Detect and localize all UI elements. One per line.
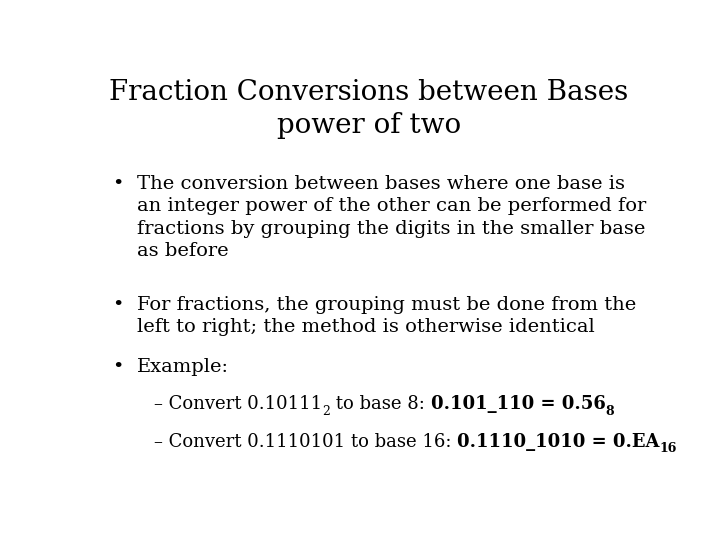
Text: 16: 16: [660, 442, 678, 455]
Text: – Convert 0.1110101 to base 16:: – Convert 0.1110101 to base 16:: [154, 433, 457, 451]
Text: – Convert 0.10111: – Convert 0.10111: [154, 395, 323, 413]
Text: 2: 2: [323, 404, 330, 417]
Text: to base 8:: to base 8:: [330, 395, 431, 413]
Text: 0.101_110 = 0.56: 0.101_110 = 0.56: [431, 395, 606, 413]
Text: •: •: [112, 358, 124, 376]
Text: Example:: Example:: [138, 358, 230, 376]
Text: For fractions, the grouping must be done from the
left to right; the method is o: For fractions, the grouping must be done…: [138, 295, 636, 336]
Text: 8: 8: [606, 404, 614, 417]
Text: The conversion between bases where one base is
an integer power of the other can: The conversion between bases where one b…: [138, 175, 647, 260]
Text: Fraction Conversions between Bases
power of two: Fraction Conversions between Bases power…: [109, 79, 629, 139]
Text: •: •: [112, 295, 124, 314]
Text: 0.1110_1010 = 0.EA: 0.1110_1010 = 0.EA: [457, 433, 660, 451]
Text: •: •: [112, 175, 124, 193]
